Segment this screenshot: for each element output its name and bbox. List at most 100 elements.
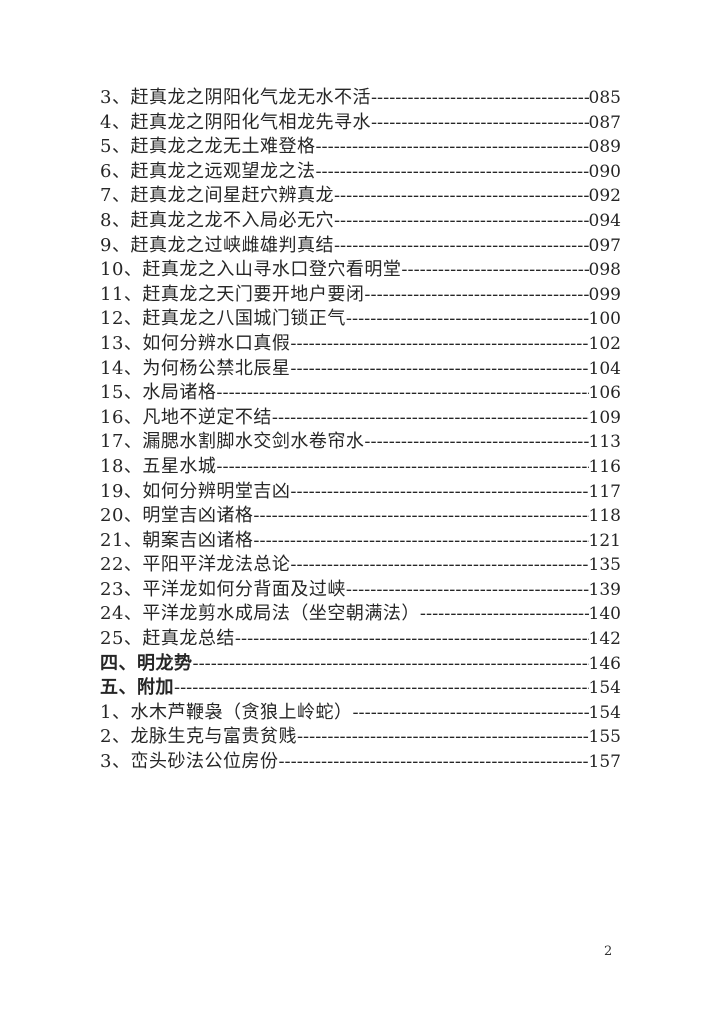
toc-entry-page: 104 — [588, 358, 621, 379]
toc-entry-leader: ----------------------------------------… — [192, 652, 589, 674]
toc-entry: 6、赶真龙之远观望龙之法 ---------------------------… — [100, 160, 621, 185]
toc-entry-page: 100 — [588, 309, 621, 330]
toc-entry-page: 109 — [588, 407, 621, 428]
toc-entry-label: 12、赶真龙之八国城门锁正气 — [100, 308, 346, 330]
toc-entry-leader: ----------------------------------------… — [296, 726, 589, 748]
toc-entry: 16、凡地不逆定不结 -----------------------------… — [100, 406, 621, 431]
toc-entry-leader: ----------------------------------------… — [352, 701, 589, 723]
toc-entry-page: 089 — [588, 137, 621, 158]
toc-entry-leader: ----------------------------------------… — [234, 628, 589, 650]
toc-entry: 15、水局诸格 --------------------------------… — [100, 381, 621, 406]
toc-entry-page: 142 — [588, 629, 621, 650]
toc-entry-leader: ----------------------------------------… — [216, 382, 588, 404]
toc-entry-label: 8、赶真龙之龙不入局必无穴 — [100, 209, 334, 231]
toc-entry-label: 四、明龙势 — [100, 652, 193, 674]
toc-entry-leader: ----------------------------------------… — [216, 455, 588, 477]
toc-entry-leader: ----------------------------------------… — [370, 87, 589, 108]
toc-entry-label: 6、赶真龙之远观望龙之法 — [100, 160, 316, 182]
toc-entry-page: 113 — [588, 432, 621, 453]
toc-entry-label: 五、附加 — [100, 677, 174, 699]
toc-entry-leader: ----------------------------------------… — [401, 259, 588, 281]
toc-entry-leader: ----------------------------------------… — [333, 209, 589, 231]
toc-entry-label: 25、赶真龙总结 — [100, 628, 235, 650]
toc-entry-page: 102 — [588, 333, 621, 354]
toc-entry-label: 19、如何分辨明堂吉凶 — [100, 480, 291, 502]
toc-entry: 22、平阳平洋龙法总论 ----------------------------… — [100, 553, 621, 578]
toc-entry-page: 154 — [588, 678, 621, 699]
toc-entry-leader: ----------------------------------------… — [278, 751, 589, 773]
toc-entry: 五、附加 -----------------------------------… — [100, 676, 621, 701]
toc-entry-page: 154 — [588, 702, 621, 723]
toc-entry: 3、赶真龙之阴阳化气龙无水不活 ------------------------… — [100, 86, 621, 111]
toc-entry-label: 1、水木芦鞭袅（贪狼上岭蛇） — [100, 701, 353, 723]
toc-entry-page: 157 — [588, 752, 621, 773]
toc-entry-leader: ----------------------------------------… — [271, 406, 589, 428]
page-number: 2 — [604, 944, 613, 959]
toc-entry-leader: ----------------------------------------… — [253, 505, 589, 527]
toc-entry: 3、峦头砂法公位房份 -----------------------------… — [100, 750, 621, 775]
toc-entry-label: 17、漏腮水割脚水交剑水卷帘水 — [100, 431, 365, 453]
toc-entry-label: 13、如何分辨水口真假 — [100, 332, 291, 354]
toc-entry-page: 097 — [588, 235, 621, 256]
toc-entry: 23、平洋龙如何分背面及过峡 -------------------------… — [100, 578, 621, 603]
toc-entry: 7、赶真龙之间星赶穴辨真龙 --------------------------… — [100, 184, 621, 209]
toc-entry: 14、为何杨公禁北辰星 ----------------------------… — [100, 357, 621, 382]
toc-entry: 四、明龙势 ----------------------------------… — [100, 652, 621, 677]
toc-entry-label: 5、赶真龙之龙无土难登格 — [100, 136, 316, 158]
toc-entry-label: 16、凡地不逆定不结 — [100, 406, 272, 428]
toc-entry-label: 4、赶真龙之阴阳化气相龙先寻水 — [100, 111, 371, 133]
toc-entry: 10、赶真龙之入山寻水口登穴看明堂 ----------------------… — [100, 258, 621, 283]
toc-entry: 24、平洋龙剪水成局法（坐空朝满法） ---------------------… — [100, 602, 621, 627]
toc-entry-label: 23、平洋龙如何分背面及过峡 — [100, 578, 346, 600]
toc-entry-label: 11、赶真龙之天门要开地户要闭 — [100, 283, 365, 305]
toc-entry-page: 085 — [588, 88, 621, 108]
toc-list: 3、赶真龙之阴阳化气龙无水不活 ------------------------… — [100, 86, 621, 775]
toc-entry-leader: ----------------------------------------… — [345, 578, 589, 600]
toc-entry-page: 087 — [588, 112, 621, 133]
toc-entry-page: 139 — [588, 579, 621, 600]
toc-entry-leader: ----------------------------------------… — [370, 111, 589, 133]
toc-entry-label: 24、平洋龙剪水成局法（坐空朝满法） — [100, 603, 420, 625]
toc-entry-page: 118 — [588, 506, 621, 527]
toc-entry-label: 2、龙脉生克与富贵贫贱 — [100, 726, 297, 748]
toc-entry: 2、龙脉生克与富贵贫贱 ----------------------------… — [100, 725, 621, 750]
toc-entry: 21、朝案吉凶诸格 ------------------------------… — [100, 529, 621, 554]
toc-entry-label: 14、为何杨公禁北辰星 — [100, 357, 291, 379]
toc-entry-leader: ----------------------------------------… — [290, 480, 589, 502]
toc-entry-leader: ----------------------------------------… — [364, 283, 589, 305]
toc-entry-label: 3、赶真龙之阴阳化气龙无水不活 — [100, 87, 371, 108]
toc-entry-page: 094 — [588, 210, 621, 231]
toc-entry-label: 9、赶真龙之过峡雌雄判真结 — [100, 234, 334, 256]
toc-entry: 19、如何分辨明堂吉凶 ----------------------------… — [100, 480, 621, 505]
toc-entry: 8、赶真龙之龙不入局必无穴 --------------------------… — [100, 209, 621, 234]
toc-entry-leader: ----------------------------------------… — [315, 160, 589, 182]
toc-entry-leader: ----------------------------------------… — [419, 603, 589, 625]
toc-entry-page: 116 — [588, 456, 621, 477]
toc-entry-leader: ----------------------------------------… — [345, 308, 589, 330]
toc-entry-label: 7、赶真龙之间星赶穴辨真龙 — [100, 185, 334, 207]
toc-entry-label: 22、平阳平洋龙法总论 — [100, 554, 291, 576]
toc-entry-label: 21、朝案吉凶诸格 — [100, 529, 254, 551]
toc-entry-page: 121 — [588, 530, 621, 551]
toc-entry-leader: ----------------------------------------… — [315, 136, 589, 158]
toc-entry: 20、明堂吉凶诸格 ------------------------------… — [100, 504, 621, 529]
toc-entry: 13、如何分辨水口真假 ----------------------------… — [100, 332, 621, 357]
toc-entry-page: 106 — [588, 383, 621, 404]
toc-entry-leader: ----------------------------------------… — [333, 234, 589, 256]
toc-entry-page: 146 — [588, 653, 621, 674]
toc-entry-page: 090 — [588, 161, 621, 182]
toc-entry-label: 15、水局诸格 — [100, 382, 217, 404]
toc-entry-label: 3、峦头砂法公位房份 — [100, 751, 279, 773]
toc-entry-page: 140 — [588, 604, 621, 625]
toc-entry-leader: ----------------------------------------… — [290, 332, 589, 354]
toc-entry-page: 098 — [588, 260, 621, 281]
toc-entry: 1、水木芦鞭袅（贪狼上岭蛇） -------------------------… — [100, 701, 621, 726]
toc-entry-leader: ----------------------------------------… — [174, 677, 589, 699]
toc-entry: 4、赶真龙之阴阳化气相龙先寻水 ------------------------… — [100, 111, 621, 136]
toc-entry-page: 099 — [588, 284, 621, 305]
toc-entry: 25、赶真龙总结 -------------------------------… — [100, 627, 621, 652]
toc-entry-page: 092 — [588, 186, 621, 207]
toc-entry-page: 135 — [588, 555, 621, 576]
toc-entry-leader: ----------------------------------------… — [333, 185, 589, 207]
